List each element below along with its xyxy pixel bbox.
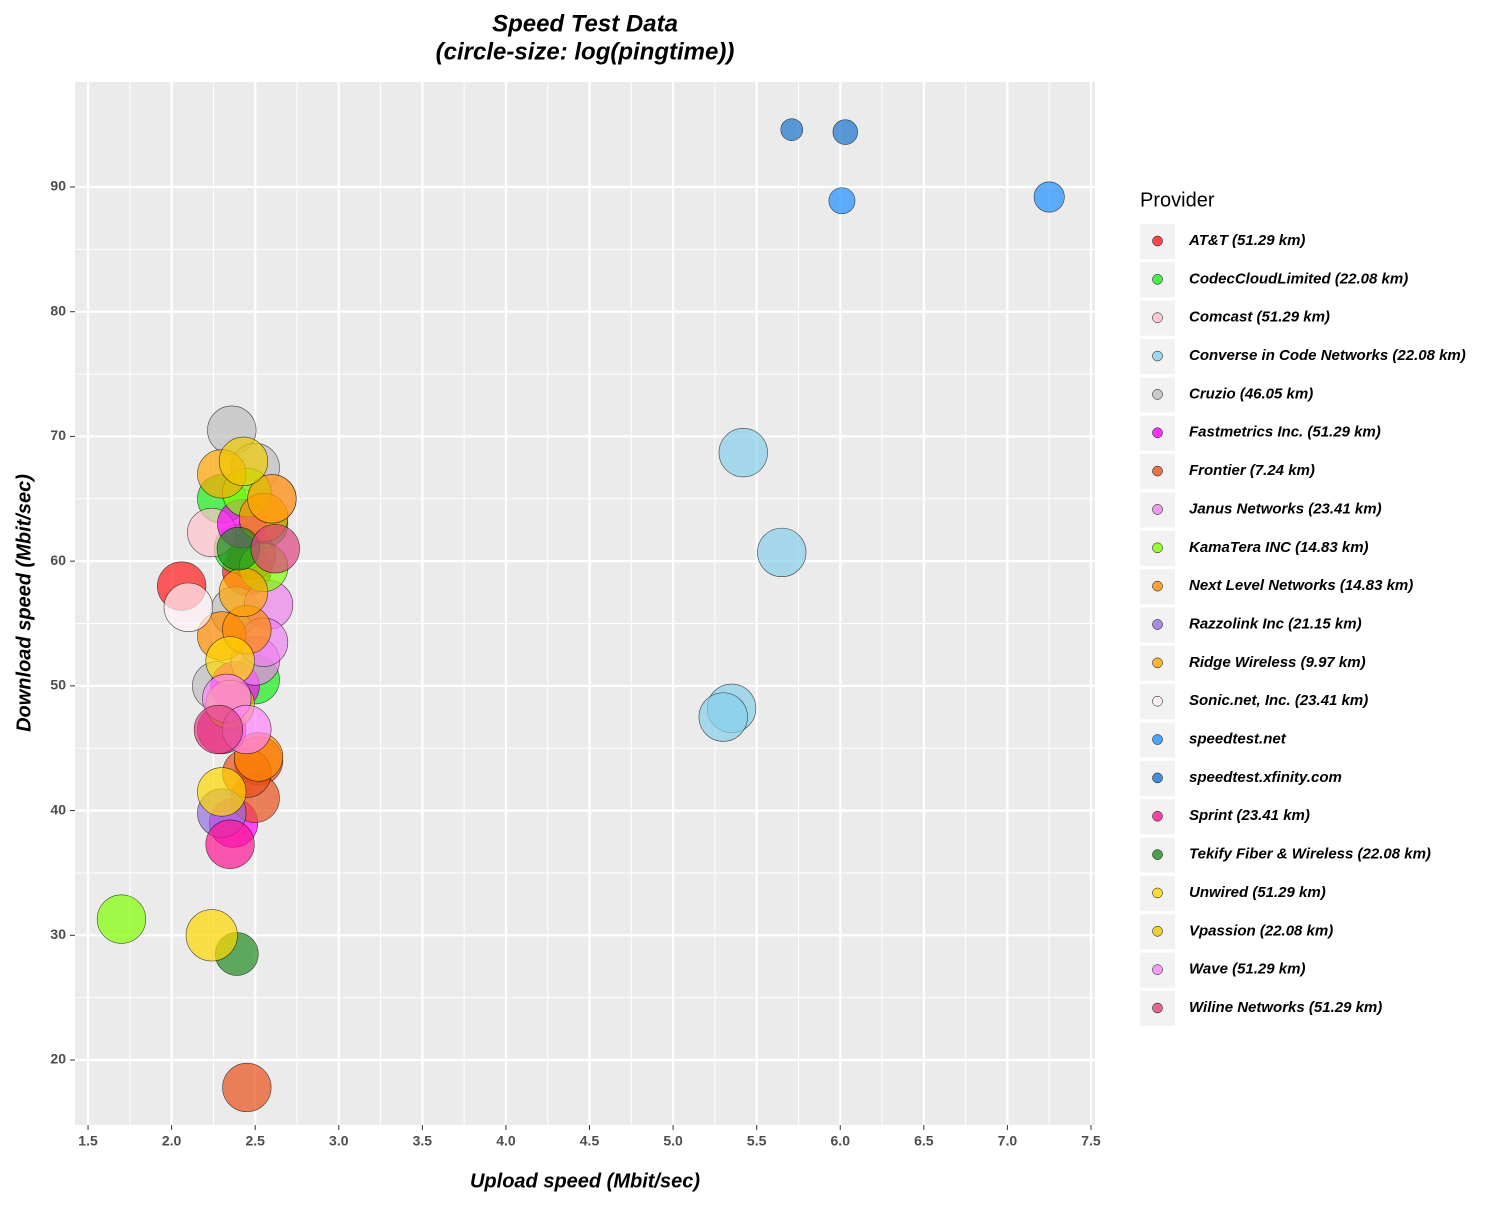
legend-label: Cruzio (46.05 km) <box>1189 385 1313 402</box>
legend-symbol <box>1152 1002 1163 1014</box>
y-tick-label: 20 <box>50 1051 66 1067</box>
legend-label: Fastmetrics Inc. (51.29 km) <box>1189 424 1381 441</box>
legend-label: CodecCloudLimited (22.08 km) <box>1189 270 1408 287</box>
legend-label: Sonic.net, Inc. (23.41 km) <box>1189 692 1368 709</box>
y-tick-label: 70 <box>50 427 66 443</box>
legend-label: Vpassion (22.08 km) <box>1189 922 1333 939</box>
legend-label: speedtest.xfinity.com <box>1189 769 1342 786</box>
bubble <box>185 909 238 962</box>
x-tick-label: 6.5 <box>914 1133 934 1149</box>
x-tick-label: 7.5 <box>1081 1133 1101 1149</box>
bubble <box>718 428 768 478</box>
bubble <box>780 118 804 141</box>
bubble <box>247 474 297 524</box>
y-tick-label: 80 <box>50 302 66 318</box>
x-tick-label: 5.0 <box>663 1133 683 1149</box>
legend-symbol <box>1152 657 1163 669</box>
legend-label: Converse in Code Networks (22.08 km) <box>1189 347 1466 364</box>
legend-title: Provider <box>1140 189 1215 211</box>
legend-label: Ridge Wireless (9.97 km) <box>1189 654 1366 671</box>
legend-symbol <box>1152 427 1163 438</box>
legend-label: Wave (51.29 km) <box>1189 961 1305 978</box>
chart-title: Speed Test Data <box>492 10 678 37</box>
legend-label: Razzolink Inc (21.15 km) <box>1189 615 1362 632</box>
y-tick-label: 50 <box>50 677 66 693</box>
legend-symbol <box>1152 811 1163 822</box>
y-axis-label: Download speed (Mbit/sec) <box>13 474 35 732</box>
x-tick-label: 2.5 <box>245 1133 265 1149</box>
legend-symbol <box>1152 465 1163 477</box>
x-axis-label: Upload speed (Mbit/sec) <box>470 1170 700 1192</box>
bubble <box>832 119 858 145</box>
legend-label: Frontier (7.24 km) <box>1189 462 1315 479</box>
bubble <box>205 819 255 869</box>
y-tick-label: 60 <box>50 552 66 568</box>
legend-symbol <box>1152 504 1163 515</box>
legend-label: AT&T (51.29 km) <box>1188 232 1305 249</box>
x-tick-label: 3.5 <box>413 1133 433 1149</box>
x-tick-label: 5.5 <box>747 1133 767 1149</box>
bubble <box>222 1062 272 1113</box>
x-tick-label: 4.0 <box>496 1133 516 1149</box>
legend-symbol <box>1152 695 1163 707</box>
x-tick-label: 7.0 <box>998 1133 1018 1149</box>
bubble <box>218 436 269 486</box>
bubble <box>1033 181 1065 213</box>
legend-label: Tekify Fiber & Wireless (22.08 km) <box>1189 846 1431 863</box>
legend-symbol <box>1152 235 1163 247</box>
legend-label: Sprint (23.41 km) <box>1189 807 1310 824</box>
legend-label: Janus Networks (23.41 km) <box>1189 500 1382 517</box>
legend-label: Next Level Networks (14.83 km) <box>1189 577 1413 594</box>
chart-subtitle: (circle-size: log(pingtime)) <box>436 38 735 65</box>
x-tick-label: 6.0 <box>831 1133 851 1149</box>
legend-symbol <box>1152 926 1163 937</box>
legend-label: Unwired (51.29 km) <box>1189 884 1326 901</box>
legend-label: speedtest.net <box>1189 731 1287 748</box>
legend-symbol <box>1152 619 1163 630</box>
bubble <box>163 582 213 632</box>
legend-symbol <box>1152 580 1163 592</box>
legend-symbol <box>1152 887 1163 899</box>
bubble <box>828 187 856 215</box>
legend-symbol <box>1152 389 1163 400</box>
legend-symbol <box>1152 312 1163 323</box>
legend-symbol <box>1152 849 1163 860</box>
bubble <box>250 524 300 574</box>
x-tick-label: 3.0 <box>329 1133 349 1149</box>
y-tick-label: 40 <box>50 801 66 817</box>
bubble <box>698 692 748 742</box>
legend-label: Comcast (51.29 km) <box>1189 309 1330 326</box>
legend-symbol <box>1152 734 1163 745</box>
legend-symbol <box>1152 964 1163 975</box>
legend-symbol <box>1152 772 1163 784</box>
bubble <box>96 894 147 944</box>
x-tick-label: 4.5 <box>580 1133 600 1149</box>
legend-label: KamaTera INC (14.83 km) <box>1189 539 1369 556</box>
legend-symbol <box>1152 350 1163 362</box>
bubble <box>197 767 247 817</box>
bubble <box>218 567 269 617</box>
y-tick-label: 30 <box>50 926 66 942</box>
bubble <box>193 704 244 755</box>
bubble <box>757 527 807 578</box>
x-tick-label: 2.0 <box>162 1133 182 1149</box>
legend-symbol <box>1152 542 1163 554</box>
x-tick-label: 1.5 <box>78 1133 98 1149</box>
legend-symbol <box>1152 274 1163 285</box>
legend-label: Wiline Networks (51.29 km) <box>1189 999 1382 1016</box>
y-tick-label: 90 <box>50 178 66 194</box>
